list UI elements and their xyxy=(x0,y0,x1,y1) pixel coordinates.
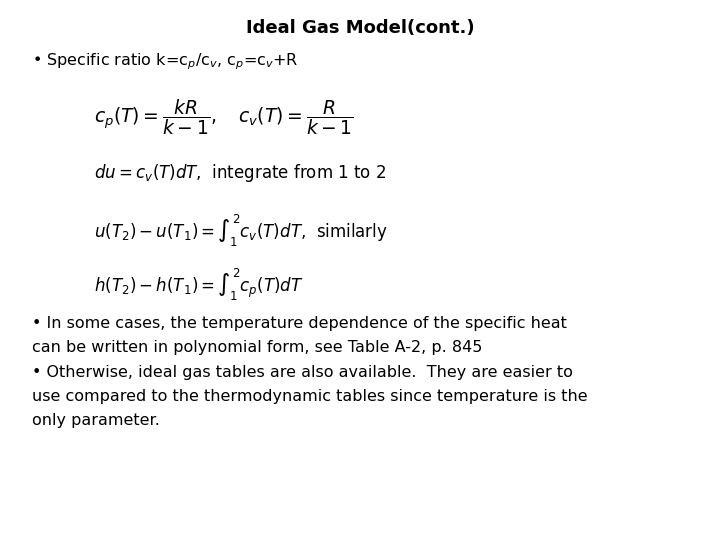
Text: $u(T_2) - u(T_1) = \int_1^2 c_v(T)dT$,  similarly: $u(T_2) - u(T_1) = \int_1^2 c_v(T)dT$, s… xyxy=(94,213,387,249)
Text: • Otherwise, ideal gas tables are also available.  They are easier to: • Otherwise, ideal gas tables are also a… xyxy=(32,364,573,380)
Text: • Specific ratio k=c$_p$/c$_v$, c$_p$=c$_v$+R: • Specific ratio k=c$_p$/c$_v$, c$_p$=c$… xyxy=(32,51,299,72)
Text: can be written in polynomial form, see Table A-2, p. 845: can be written in polynomial form, see T… xyxy=(32,340,483,355)
Text: only parameter.: only parameter. xyxy=(32,413,161,428)
Text: $h(T_2) - h(T_1) = \int_1^2 c_p(T)dT$: $h(T_2) - h(T_1) = \int_1^2 c_p(T)dT$ xyxy=(94,267,303,303)
Text: Ideal Gas Model(cont.): Ideal Gas Model(cont.) xyxy=(246,19,474,37)
Text: use compared to the thermodynamic tables since temperature is the: use compared to the thermodynamic tables… xyxy=(32,389,588,404)
Text: • In some cases, the temperature dependence of the specific heat: • In some cases, the temperature depende… xyxy=(32,316,567,331)
Text: $c_p(T) = \dfrac{kR}{k-1},\quad c_v(T) = \dfrac{R}{k-1}$: $c_p(T) = \dfrac{kR}{k-1},\quad c_v(T) =… xyxy=(94,97,354,137)
Text: $du = c_v(T)dT$,  integrate from 1 to 2: $du = c_v(T)dT$, integrate from 1 to 2 xyxy=(94,162,386,184)
